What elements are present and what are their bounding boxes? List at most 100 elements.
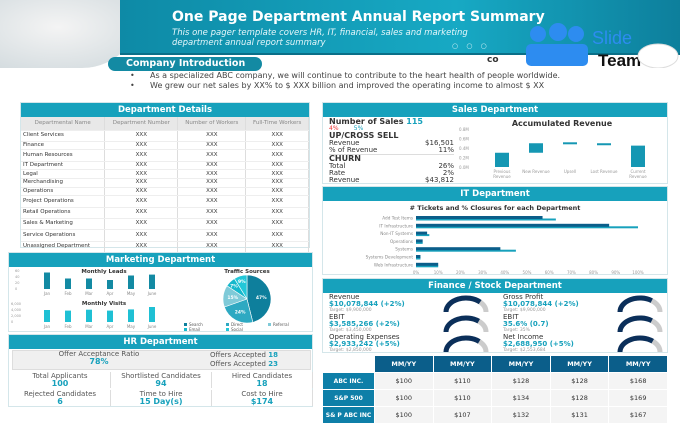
y-tick: 0.2M: [459, 156, 469, 161]
kpi-label: Net Income: [503, 333, 544, 341]
table-cell: XXX: [245, 229, 309, 242]
month-bar: [65, 278, 71, 289]
waterfall-bar: [631, 145, 645, 167]
table-cell: $110: [432, 372, 493, 390]
y-tick: 6,000: [11, 302, 21, 306]
rev-label: Revenue: [329, 139, 360, 147]
table-cell: XXX: [104, 229, 179, 242]
x-tick: Apr: [107, 291, 114, 296]
panel-header: IT Department: [323, 187, 667, 201]
waterfall-bar: [597, 143, 611, 146]
hr-metric: Time to Hire 15 Day(s): [111, 390, 212, 406]
metric-label: Rejected Candidates: [23, 390, 97, 398]
chart-title: Monthly Leads: [81, 269, 127, 275]
gauge-fill: [443, 335, 481, 353]
x-tick: May: [127, 291, 136, 296]
gauge-fill: [443, 295, 482, 313]
closure-bar: [416, 249, 516, 252]
month-bar: [44, 310, 50, 322]
finance-kpi: Net Income $2,688,950 (+5%) Target: $2,553…: [503, 333, 608, 354]
offer-box: [12, 350, 311, 370]
table-cell: $131: [549, 406, 610, 424]
ticket-bar: [416, 216, 543, 219]
y-tick: 40: [15, 275, 19, 279]
table-cell: XXX: [104, 169, 179, 180]
page-subtitle: This one pager template covers HR, IT, f…: [172, 28, 468, 48]
month-bar: [107, 310, 113, 322]
department-name: Legal: [21, 169, 106, 180]
column-header: MM/YY: [491, 355, 551, 373]
x-tick: New Revenue: [522, 169, 550, 174]
table-cell: $169: [608, 389, 668, 407]
table-cell: XXX: [177, 195, 247, 208]
finance-kpi: EBIT $3,585,266 (+2%) Target: $3,450,000: [329, 314, 434, 334]
month-bar: [149, 307, 155, 322]
table-cell: XXX: [104, 195, 179, 208]
month-bar: [44, 272, 50, 289]
gauge-icon: [617, 295, 663, 313]
slice-label: 7%: [230, 284, 238, 290]
page-title: One Page Department Annual Report Summar…: [172, 9, 545, 25]
table-cell: $167: [608, 406, 668, 424]
slice-label: 24%: [235, 310, 246, 316]
y-tick: 0.4M: [459, 146, 469, 151]
oa2-value: 23: [268, 360, 278, 368]
table-cell: $128: [491, 372, 551, 390]
kpi-label: EBIT: [503, 313, 519, 321]
table-cell: XXX: [177, 207, 247, 220]
y-tick: 0.6M: [459, 137, 469, 142]
row-header: ABC INC.: [322, 372, 375, 390]
closure-bar: [416, 226, 638, 229]
rate-label: Rate: [329, 169, 346, 177]
y-tick: 0: [15, 287, 17, 291]
stock-table-wrap: MM/YY MM/YY MM/YY MM/YY MM/YY ABC INC. $100 $11…: [322, 355, 668, 424]
department-table: Departmental Name Department Number Numb…: [21, 117, 309, 254]
table-cell: XXX: [177, 178, 247, 188]
table-row: Operations XXX XXX XXX: [21, 187, 309, 197]
row-header: S&P 500: [322, 389, 375, 407]
legend-label: Direct: [231, 322, 243, 327]
legend-swatch: [226, 323, 229, 326]
table-cell: XXX: [245, 130, 309, 142]
kpi-value: $2,688,950 (+5%): [503, 340, 574, 348]
kpi-value: $10,078,844 (+2%): [503, 300, 579, 308]
metric-value: 100: [51, 379, 69, 388]
churn-title: CHURN: [329, 154, 361, 163]
corner-cell: [322, 355, 375, 373]
closure-bar: [416, 218, 556, 221]
oa2-label: Offers Accepted: [210, 360, 266, 368]
svg-text:Team: Team: [598, 51, 641, 68]
month-bar: [128, 275, 134, 289]
table-row: Client Services XXX XXX XXX: [21, 130, 309, 142]
legend-label: Referral: [273, 322, 289, 327]
y-tick: 0: [11, 320, 13, 324]
table-cell: $168: [608, 372, 668, 390]
kpi-label: Revenue: [329, 293, 360, 301]
x-tick: Feb: [64, 324, 72, 329]
kpi-label: Operating Expenses: [329, 333, 400, 341]
column-header: MM/YY: [608, 355, 668, 373]
x-tick: 40%: [500, 270, 509, 275]
table-cell: XXX: [245, 149, 309, 162]
department-name: Merchandising: [21, 178, 106, 188]
gauge-fill: [443, 315, 480, 333]
gauge-icon: [617, 335, 663, 353]
total-label: Total: [329, 162, 346, 170]
hr-metric: Hired Candidates 18: [212, 372, 313, 388]
num-sales-label: Number of Sales: [329, 117, 404, 126]
kpi-value: $3,585,266 (+2%): [329, 320, 400, 328]
accumulated-revenue-plot: Accumulated Revenue 0.0M 0.2M 0.4M 0.6M 0.8M: [459, 119, 645, 170]
chart-title: Traffic Sources: [224, 269, 270, 275]
marketing-charts: Monthly Leads 0 20 40 60 Jan Feb Mar Apr May June M…: [11, 269, 289, 332]
accumulated-revenue-chart: Accumulated Revenue 0.0M 0.2M 0.4M 0.6M 0.8M …: [457, 117, 667, 183]
company-intro-list: As a specialized ABC company, we will co…: [130, 71, 650, 91]
table-cell: $128: [549, 372, 610, 390]
table-row: S&P 500 $100 $110 $134 $128 $169: [322, 389, 668, 407]
table-cell: XXX: [104, 149, 179, 162]
month-bar: [86, 278, 92, 289]
decor-dots: ○ ○ ○: [452, 42, 490, 50]
chart-title: # Tickets and % Closures for each Depart…: [410, 204, 581, 212]
oar-label: Offer Acceptance Ratio: [58, 350, 140, 358]
table-cell: $100: [374, 372, 434, 390]
table-row: Project Operations XXX XXX XXX: [21, 195, 309, 208]
